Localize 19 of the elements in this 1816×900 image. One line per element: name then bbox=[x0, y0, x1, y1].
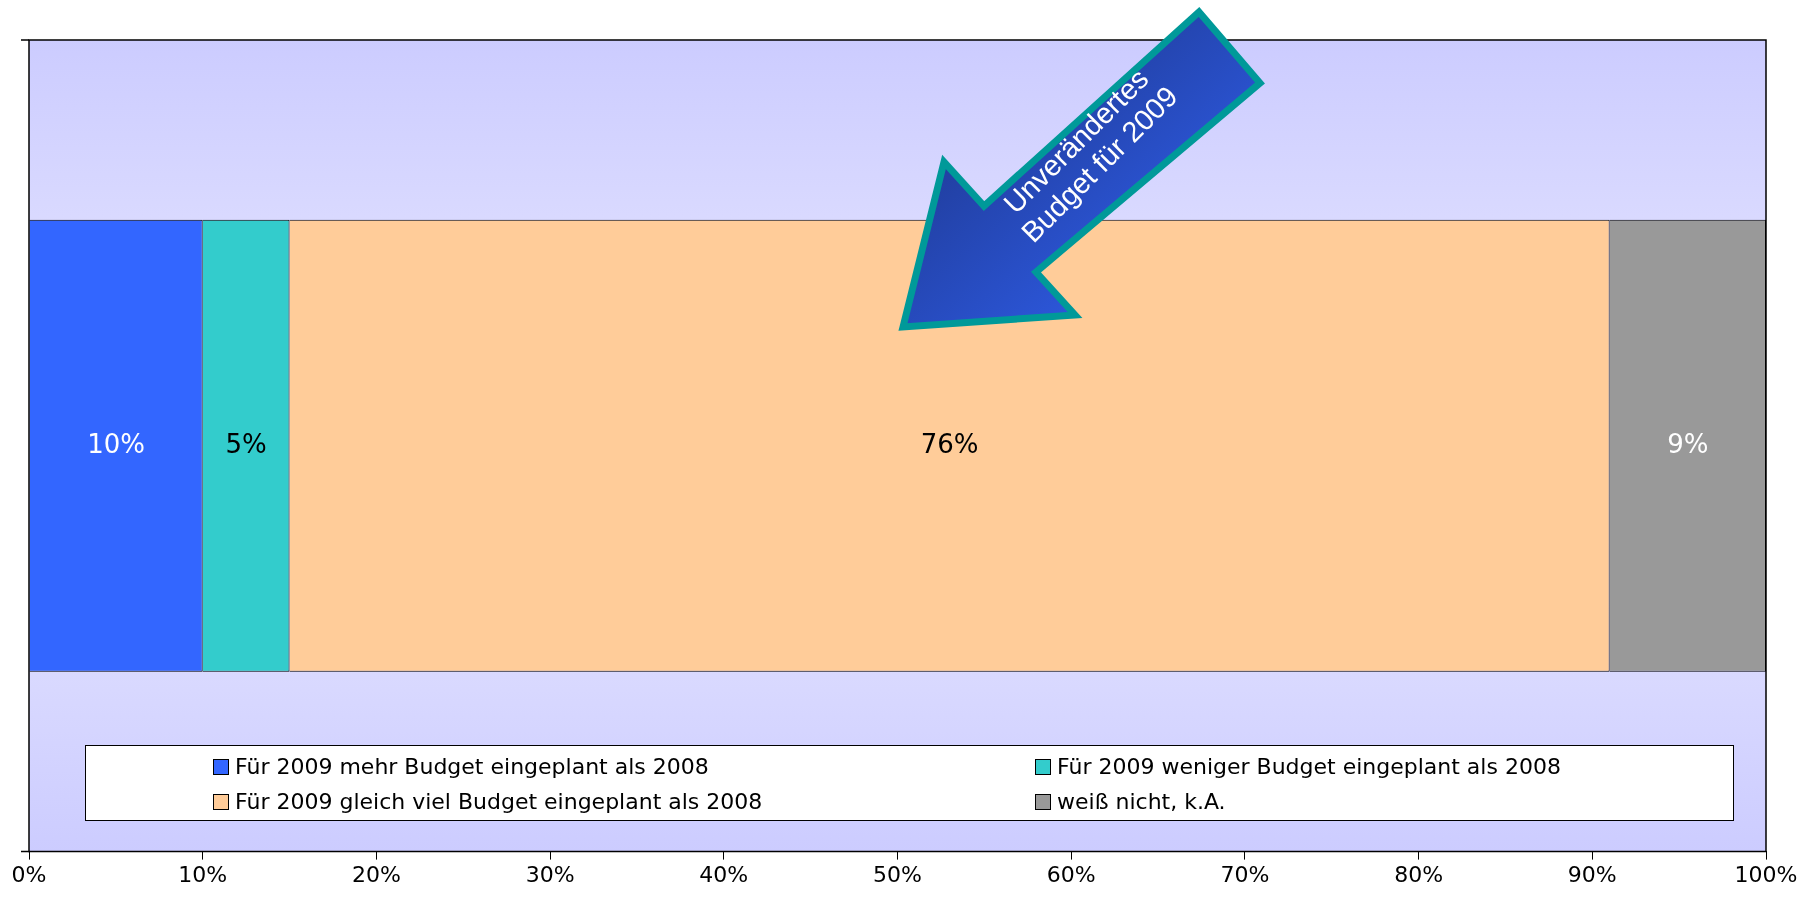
legend-label: weiß nicht, k.A. bbox=[1057, 788, 1226, 817]
x-tick-label: 70% bbox=[1220, 861, 1270, 887]
legend-label: Für 2009 gleich viel Budget eingeplant als 2008 bbox=[235, 788, 763, 817]
x-tick-label: 100% bbox=[1734, 861, 1798, 887]
x-tick-label: 10% bbox=[178, 861, 228, 887]
legend-label: Für 2009 mehr Budget eingeplant als 2008 bbox=[235, 752, 709, 781]
x-tick-label: 0% bbox=[11, 861, 47, 887]
data-label: 9% bbox=[1667, 428, 1709, 459]
x-tick-label: 40% bbox=[699, 861, 749, 887]
data-label: 10% bbox=[87, 428, 145, 459]
x-tick-label: 80% bbox=[1394, 861, 1444, 887]
x-tick-label: 60% bbox=[1046, 861, 1096, 887]
x-tick-label: 50% bbox=[873, 861, 922, 887]
data-label: 76% bbox=[920, 428, 979, 459]
x-tick-label: 20% bbox=[351, 861, 401, 887]
data-label: 5% bbox=[225, 428, 267, 459]
x-tick-label: 30% bbox=[525, 861, 575, 887]
legend-label: Für 2009 weniger Budget eingeplant als 2008 bbox=[1057, 752, 1561, 781]
x-tick-label: 90% bbox=[1567, 861, 1617, 887]
